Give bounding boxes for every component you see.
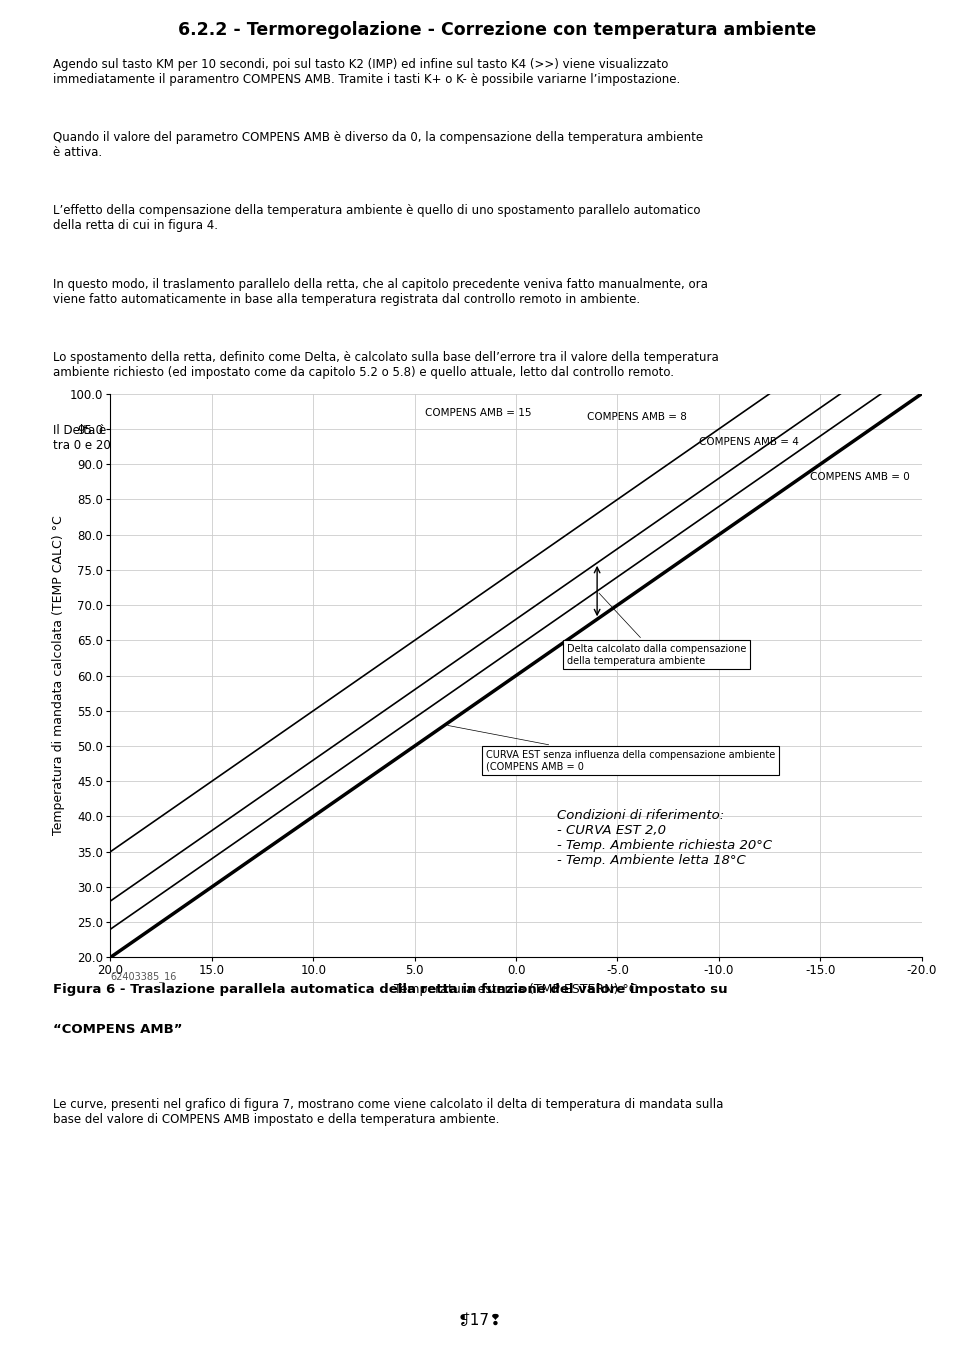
- X-axis label: Temperatura esterna (TMP ESTERN) °C: Temperatura esterna (TMP ESTERN) °C: [395, 983, 637, 995]
- Text: Quando il valore del parametro COMPENS AMB è diverso da 0, la compensazione dell: Quando il valore del parametro COMPENS A…: [53, 130, 703, 159]
- Text: COMPENS AMB = 0: COMPENS AMB = 0: [810, 471, 910, 482]
- Text: 6.2.2 - Termoregolazione - Correzione con temperatura ambiente: 6.2.2 - Termoregolazione - Correzione co…: [178, 20, 816, 39]
- Text: Delta calcolato dalla compensazione
della temperatura ambiente: Delta calcolato dalla compensazione dell…: [566, 593, 746, 665]
- Text: Il Delta è anche influenzato dal parametro definito come compensazione ambiente : Il Delta è anche influenzato dal paramet…: [53, 424, 726, 452]
- Text: Le curve, presenti nel grafico di figura 7, mostrano come viene calcolato il del: Le curve, presenti nel grafico di figura…: [53, 1097, 723, 1126]
- Text: 62403385_16: 62403385_16: [110, 971, 177, 982]
- Text: COMPENS AMB = 15: COMPENS AMB = 15: [424, 409, 531, 418]
- Y-axis label: Temperatura di mandata calcolata (TEMP CALC) °C: Temperatura di mandata calcolata (TEMP C…: [52, 516, 64, 835]
- Text: Lo spostamento della retta, definito come Delta, è calcolato sulla base dell’err: Lo spostamento della retta, definito com…: [53, 350, 718, 379]
- Text: CURVA EST senza influenza della compensazione ambiente
(COMPENS AMB = 0: CURVA EST senza influenza della compensa…: [447, 725, 775, 771]
- Text: Condizioni di riferimento:
- CURVA EST 2,0
- Temp. Ambiente richiesta 20°C
- Tem: Condizioni di riferimento: - CURVA EST 2…: [557, 809, 772, 868]
- Text: COMPENS AMB = 8: COMPENS AMB = 8: [587, 411, 686, 422]
- Text: ❡17❢: ❡17❢: [458, 1313, 502, 1328]
- Text: Agendo sul tasto KM per 10 secondi, poi sul tasto K2 (IMP) ed infine sul tasto K: Agendo sul tasto KM per 10 secondi, poi …: [53, 57, 680, 86]
- Text: COMPENS AMB = 4: COMPENS AMB = 4: [699, 437, 799, 447]
- Text: In questo modo, il traslamento parallelo della retta, che al capitolo precedente: In questo modo, il traslamento parallelo…: [53, 277, 708, 306]
- Text: L’effetto della compensazione della temperatura ambiente è quello di uno spostam: L’effetto della compensazione della temp…: [53, 204, 700, 232]
- Text: “COMPENS AMB”: “COMPENS AMB”: [53, 1024, 182, 1036]
- Text: Figura 6 - Traslazione parallela automatica della retta in funzione del valore i: Figura 6 - Traslazione parallela automat…: [53, 983, 728, 997]
